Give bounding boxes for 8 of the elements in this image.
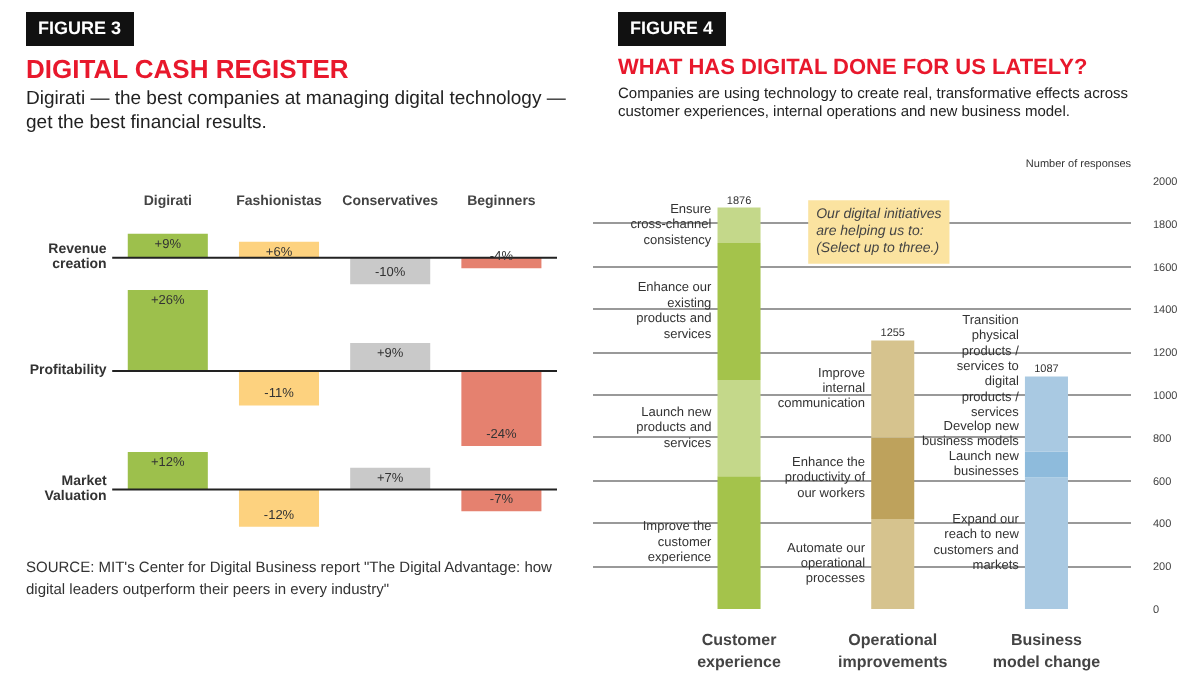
caption: FIGURE 3 — [26, 12, 134, 46]
x-tick-label: Business model change — [992, 631, 1102, 671]
x-tick-label: Operational improvements — [838, 631, 949, 671]
chart-title: DIGITAL CASH REGISTER — [26, 53, 351, 85]
chart-subtitle: Digirati — the best companies at managing digital technology — get the best financial results. — [26, 88, 568, 136]
x-tick-label: Customer experience — [697, 631, 782, 671]
caption: FIGURE 4 — [618, 12, 726, 46]
chart-title: WHAT HAS DIGITAL DONE FOR US LATELY? — [618, 55, 1090, 80]
